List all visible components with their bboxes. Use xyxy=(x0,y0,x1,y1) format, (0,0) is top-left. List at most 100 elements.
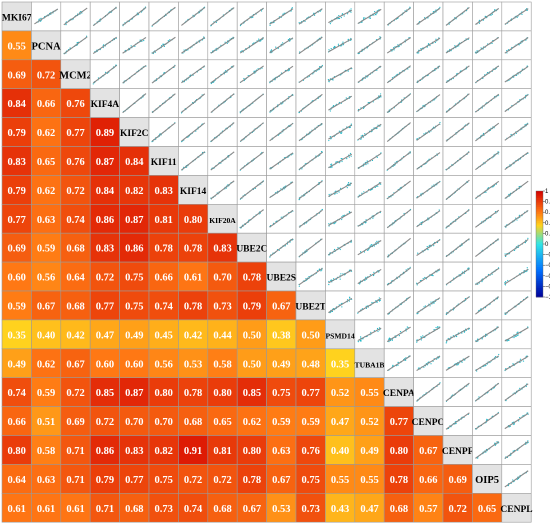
scatter-point xyxy=(407,68,409,70)
scatter-point xyxy=(341,218,343,221)
scatter-point xyxy=(364,133,366,135)
scatter-point xyxy=(517,334,519,336)
scatter-point xyxy=(338,191,340,193)
heatmap-cell xyxy=(31,146,62,176)
scatter-point xyxy=(504,253,506,255)
scatter-point xyxy=(289,38,291,40)
cell-value: 0.84 xyxy=(96,186,115,197)
scatter-point xyxy=(435,326,437,329)
cell-value: 0.78 xyxy=(390,475,408,486)
scatter-point xyxy=(380,96,382,98)
fit-line xyxy=(239,37,264,54)
scatter-point xyxy=(360,138,362,140)
cell-value: 0.79 xyxy=(96,475,114,486)
scatter-point xyxy=(374,11,376,13)
cell-value: 0.64 xyxy=(8,475,27,486)
scatter-point xyxy=(349,152,352,155)
fit-line xyxy=(92,6,117,27)
heatmap-cell xyxy=(60,146,91,176)
scatter-point xyxy=(375,14,377,16)
gene-label: KIF20A xyxy=(209,216,236,225)
fit-line xyxy=(475,93,500,113)
scatter-point xyxy=(213,81,215,83)
cell-value: 0.50 xyxy=(243,330,261,341)
scatter-point xyxy=(224,70,227,72)
fit-line xyxy=(328,153,353,169)
fit-line xyxy=(181,65,206,84)
colorbar xyxy=(535,190,545,298)
fit-line xyxy=(416,94,441,113)
scatter-point xyxy=(328,139,330,142)
scatter-point xyxy=(516,219,518,221)
scatter-point xyxy=(519,387,521,389)
colorbar-tick-label: 0.6 xyxy=(545,210,550,216)
gene-label: CENPF xyxy=(442,447,474,457)
fit-line xyxy=(416,65,441,84)
scatter-point xyxy=(359,283,361,285)
scatter-point xyxy=(423,306,425,308)
cell-value: 0.62 xyxy=(37,128,55,139)
colorbar-tick-label: −0.2 xyxy=(545,253,550,259)
cell-value: 0.52 xyxy=(360,417,378,428)
cell-value: 0.49 xyxy=(360,446,378,457)
scatter-point xyxy=(226,42,228,44)
fit-line xyxy=(504,8,529,25)
cell-value: 0.60 xyxy=(96,359,114,370)
fit-line xyxy=(386,122,411,142)
scatter-point xyxy=(313,14,316,16)
gene-label: KIF2C xyxy=(120,129,149,139)
cell-value: 0.51 xyxy=(37,417,55,428)
cell-value: 0.72 xyxy=(184,475,202,486)
cell-value: 0.79 xyxy=(243,301,261,312)
scatter-point xyxy=(476,50,478,52)
scatter-point xyxy=(270,49,273,51)
cell-value: 0.77 xyxy=(96,301,114,312)
cell-value: 0.55 xyxy=(360,388,378,399)
fit-line xyxy=(92,65,117,84)
cell-value: 0.91 xyxy=(184,446,202,457)
scatter-point xyxy=(329,23,331,25)
scatter-point xyxy=(527,237,529,239)
cell-value: 0.43 xyxy=(331,504,349,515)
gene-label: OIP5 xyxy=(475,475,499,486)
cell-value: 0.67 xyxy=(272,475,290,486)
heatmap-cell xyxy=(119,146,150,176)
cell-value: 0.74 xyxy=(66,215,85,226)
fit-line xyxy=(357,65,382,83)
fit-line xyxy=(475,7,500,25)
fit-line xyxy=(181,36,206,54)
cell-value: 0.58 xyxy=(37,446,55,457)
scatter-point xyxy=(269,50,272,52)
fit-line xyxy=(504,151,529,170)
cell-value: 0.60 xyxy=(125,359,143,370)
scatter-point xyxy=(183,49,185,51)
scatter-point xyxy=(327,79,330,81)
scatter-point xyxy=(417,252,419,254)
scatter-point xyxy=(161,44,163,47)
fit-line xyxy=(210,7,235,26)
gene-label: KIF11 xyxy=(151,158,177,168)
fit-line xyxy=(298,65,323,83)
fit-line xyxy=(239,65,264,83)
scatter-point xyxy=(342,43,345,46)
gene-label: CENPO xyxy=(412,418,445,428)
cell-value: 0.77 xyxy=(302,388,320,399)
fit-line xyxy=(151,122,176,142)
fit-line xyxy=(504,65,529,83)
scatter-point xyxy=(378,297,380,299)
scatter-point xyxy=(337,246,339,249)
scatter-point xyxy=(341,306,343,308)
cell-value: 0.74 xyxy=(8,388,27,399)
scatter-point xyxy=(370,331,372,333)
scatter-point xyxy=(494,8,496,11)
fit-line xyxy=(181,93,206,113)
scatter-point xyxy=(318,68,320,71)
cell-value: 0.68 xyxy=(390,504,408,515)
cell-value: 0.66 xyxy=(155,273,173,284)
cell-value: 0.77 xyxy=(125,475,143,486)
gene-label: TUBA1B xyxy=(355,360,385,369)
scatter-point xyxy=(367,249,370,251)
cell-value: 0.72 xyxy=(96,273,114,284)
fit-line xyxy=(386,7,411,26)
scatter-point xyxy=(215,21,217,23)
